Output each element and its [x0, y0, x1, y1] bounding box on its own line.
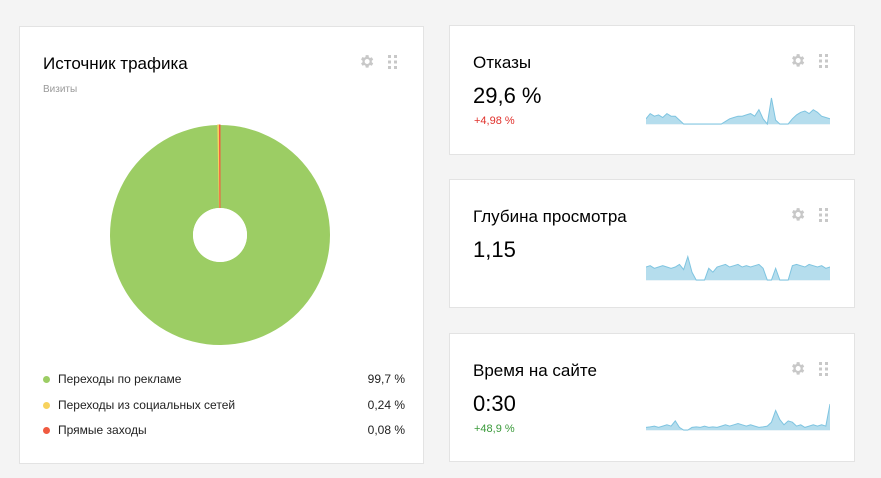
widget-controls: [789, 360, 829, 377]
drag-handle-icon[interactable]: [819, 53, 829, 68]
legend-dot-icon: [43, 401, 50, 409]
bounce-rate-widget: Отказы 29,6 % +4,98 %: [449, 25, 855, 155]
sparkline-area: [646, 98, 830, 124]
sparkline-area: [646, 256, 830, 280]
legend-dot-icon: [43, 375, 50, 383]
depth-sparkline: [646, 254, 830, 281]
legend-label: Переходы из социальных сетей: [58, 398, 236, 412]
widget-controls: [358, 53, 398, 70]
drag-handle-icon[interactable]: [819, 361, 829, 376]
widget-title: Отказы: [473, 53, 532, 72]
legend-value: 0,08 %: [367, 423, 405, 437]
widget-subtitle: Визиты: [43, 84, 78, 95]
legend-dot-icon: [43, 426, 50, 434]
widget-title: Глубина просмотра: [473, 207, 627, 226]
traffic-source-widget: Источник трафика Визиты Переходы по рекл…: [19, 26, 424, 464]
legend-label: Прямые заходы: [58, 423, 147, 437]
gear-icon[interactable]: [358, 53, 375, 70]
sparkline-line: [646, 403, 830, 431]
traffic-donut-chart: [110, 124, 330, 346]
metric-value: 29,6 %: [473, 83, 542, 108]
gear-icon[interactable]: [789, 206, 806, 223]
sparkline-area: [646, 404, 830, 430]
legend-item[interactable]: Переходы из социальных сетей 0,24 %: [43, 398, 405, 412]
legend-value: 99,7 %: [367, 372, 405, 386]
legend-item[interactable]: Прямые заходы 0,08 %: [43, 423, 405, 437]
pie-slice-3[interactable]: [218, 124, 221, 209]
bounce-sparkline: [646, 97, 830, 126]
legend-item[interactable]: Переходы по рекламе 99,7 %: [43, 372, 405, 386]
gear-icon[interactable]: [789, 52, 806, 69]
widget-title: Время на сайте: [473, 361, 597, 380]
gear-icon[interactable]: [789, 360, 806, 377]
widget-title: Источник трафика: [43, 54, 188, 73]
metric-value: 1,15: [473, 237, 516, 262]
metric-delta: +4,98 %: [474, 115, 515, 127]
legend-label: Переходы по рекламе: [58, 372, 182, 386]
drag-handle-icon[interactable]: [388, 54, 398, 69]
time-sparkline: [646, 403, 830, 431]
page-depth-widget: Глубина просмотра 1,15: [449, 179, 855, 308]
pie-slice-1[interactable]: [110, 125, 330, 346]
sparkline-line: [646, 254, 830, 281]
legend-value: 0,24 %: [367, 398, 405, 412]
time-on-site-widget: Время на сайте 0:30 +48,9 %: [449, 333, 855, 462]
widget-controls: [789, 206, 829, 223]
donut-hole: [193, 208, 247, 262]
sparkline-line: [646, 97, 830, 126]
metric-delta: +48,9 %: [474, 423, 515, 435]
metric-value: 0:30: [473, 391, 516, 416]
drag-handle-icon[interactable]: [819, 207, 829, 222]
widget-controls: [789, 52, 829, 69]
